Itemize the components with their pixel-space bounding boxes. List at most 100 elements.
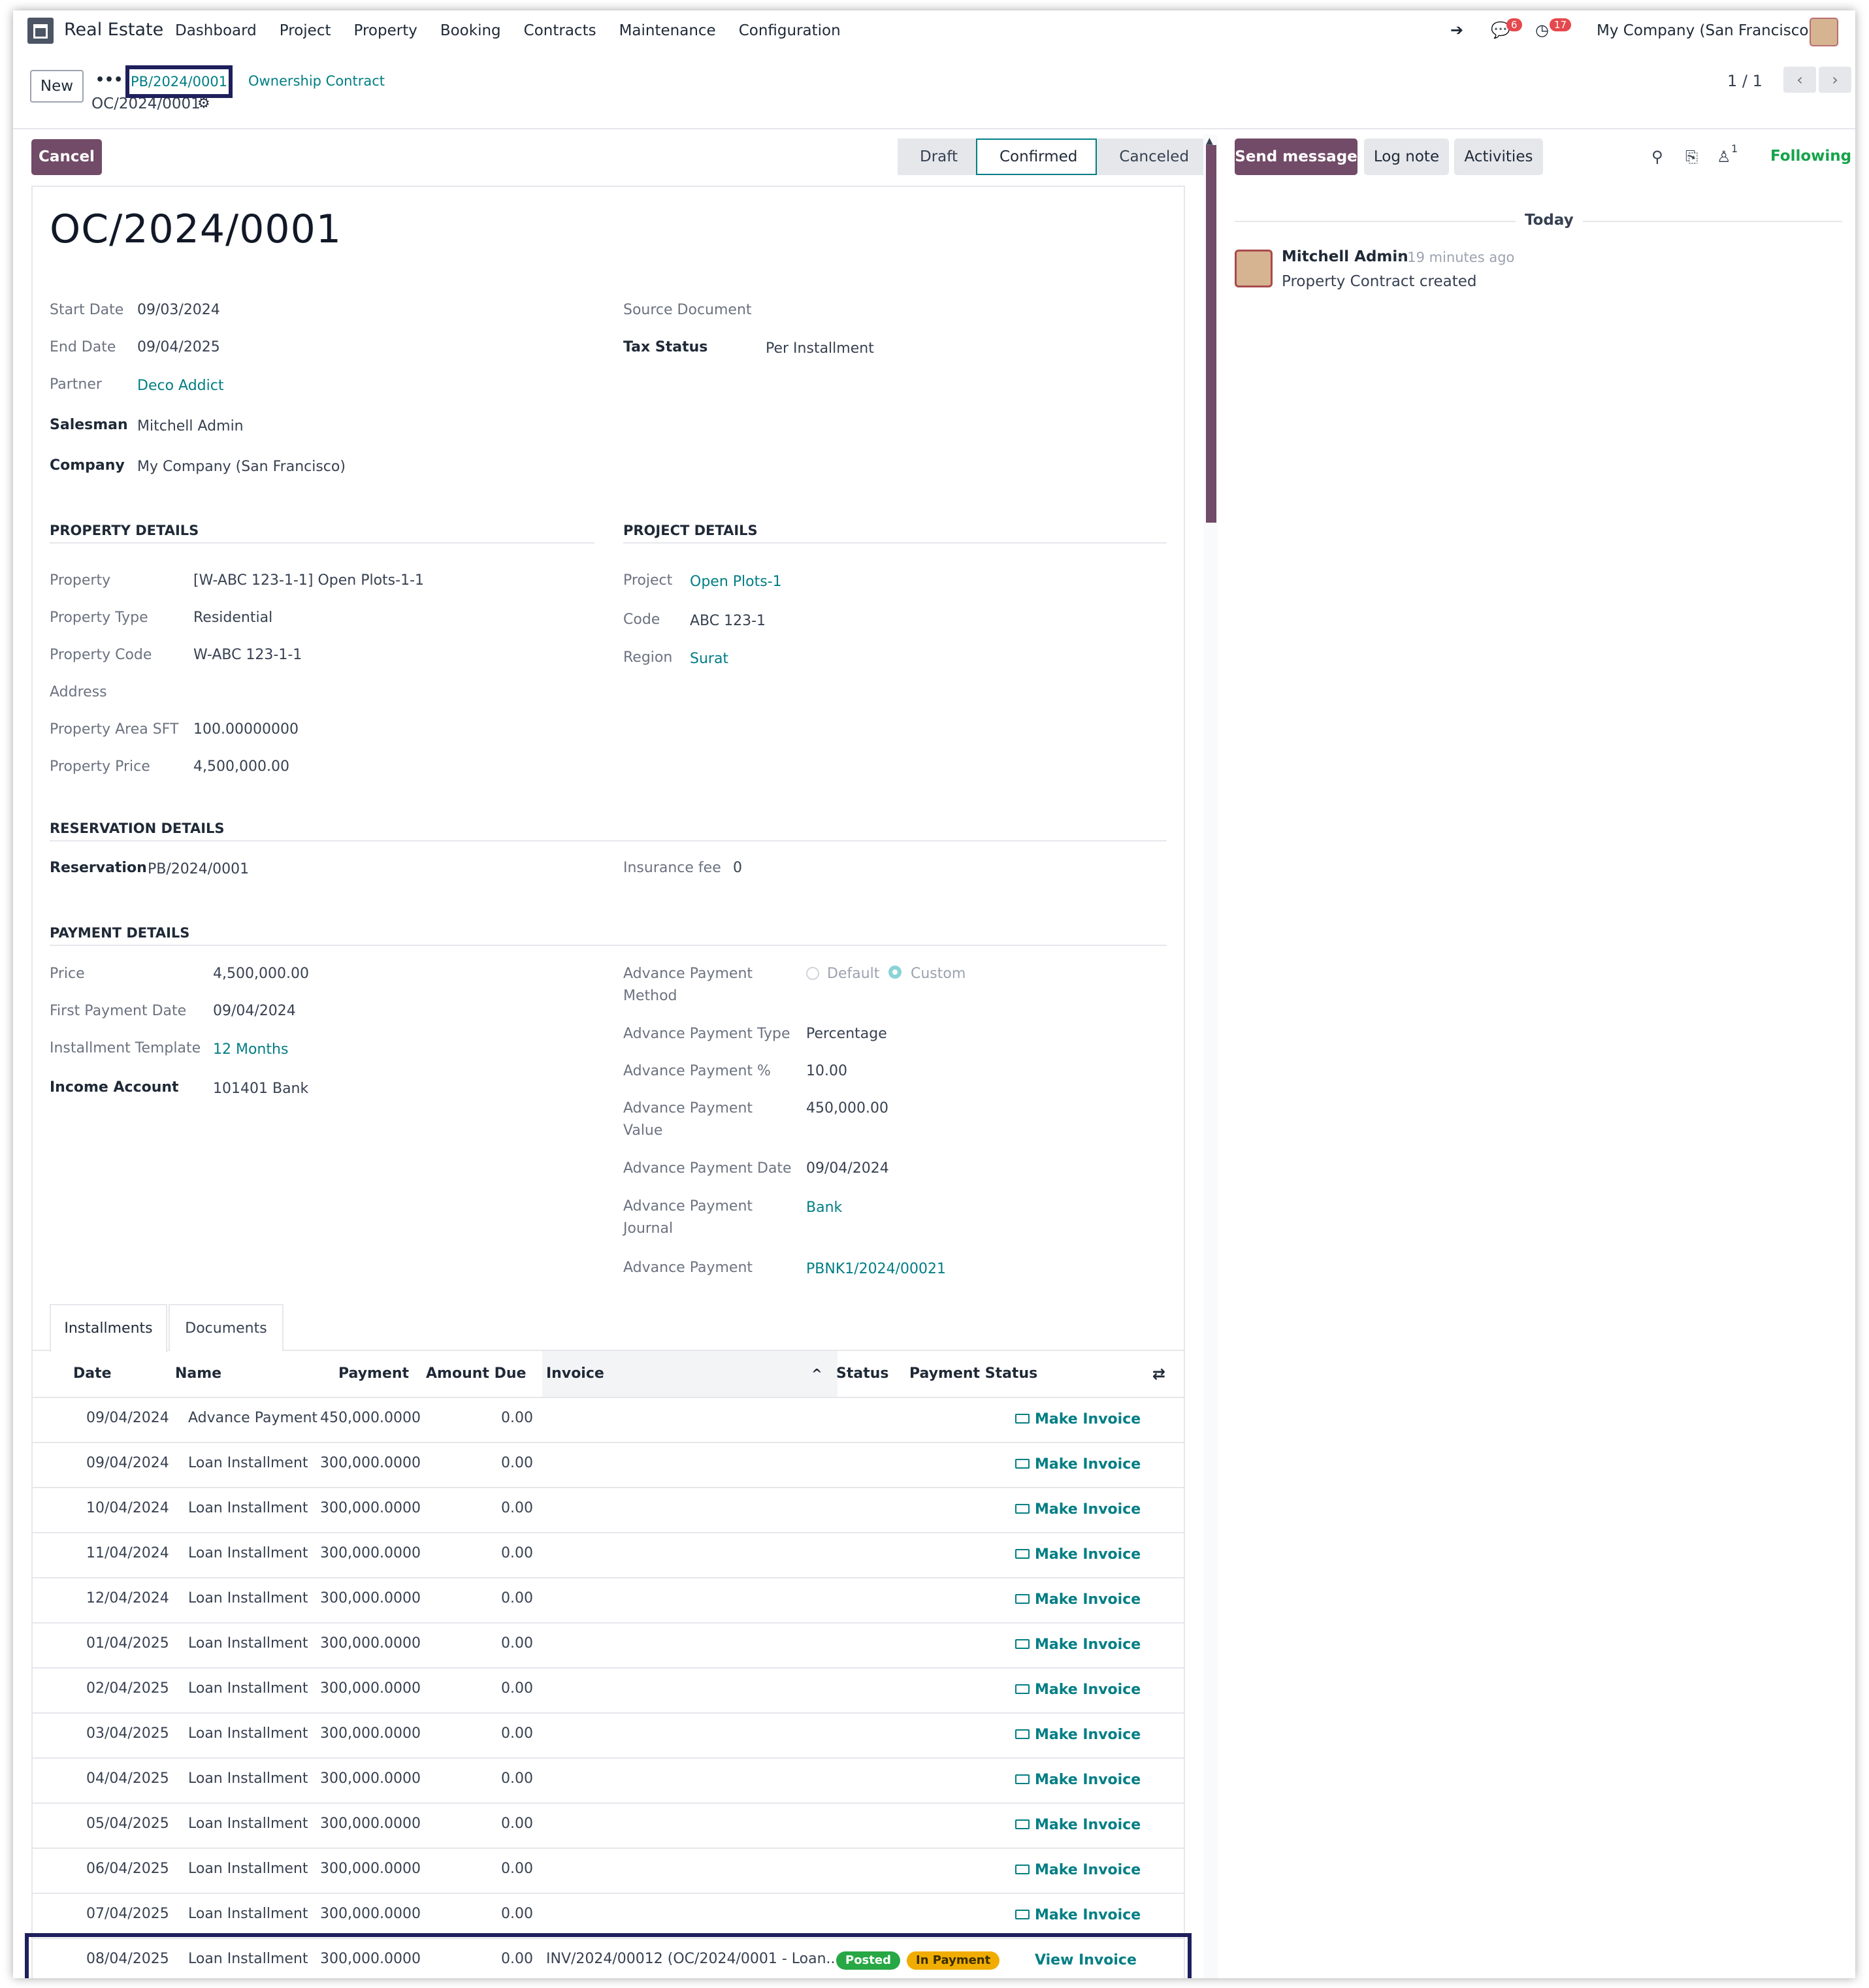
pager-value[interactable]: 1 / 1 (1727, 72, 1763, 90)
table-row[interactable]: 12/04/2024 Loan Installment 300,000.0000 0.… (33, 1577, 1184, 1623)
table-row[interactable]: 05/04/2025 Loan Installment 300,000.0000 0.… (33, 1802, 1184, 1849)
table-row[interactable]: 02/04/2025 Loan Installment 300,000.0000 0.… (33, 1667, 1184, 1714)
make-invoice-button[interactable]: Make Invoice (1015, 1849, 1141, 1892)
activities-button[interactable]: Activities (1454, 139, 1543, 175)
menu-dashboard[interactable]: Dashboard (175, 22, 257, 39)
col-name[interactable]: Name (175, 1365, 222, 1382)
breadcrumb-section-link[interactable]: Ownership Contract (248, 73, 385, 89)
income-account-value[interactable]: 101401 Bank (213, 1081, 309, 1097)
installment-template-link[interactable]: 12 Months (213, 1041, 289, 1058)
activity-clock-icon[interactable]: ◷ (1535, 21, 1549, 39)
tab-documents[interactable]: Documents (169, 1304, 284, 1351)
followers-icon[interactable]: ♙ (1717, 148, 1731, 166)
table-row[interactable]: 01/04/2025 Loan Installment 300,000.0000 0.… (33, 1622, 1184, 1669)
make-invoice-button[interactable]: Make Invoice (1015, 1398, 1141, 1441)
make-invoice-button[interactable]: Make Invoice (1015, 1578, 1141, 1621)
menu-project[interactable]: Project (279, 22, 331, 39)
stage-confirmed[interactable]: Confirmed (975, 139, 1097, 175)
salesman-value[interactable]: Mitchell Admin (137, 418, 244, 434)
property-price-value[interactable]: 4,500,000.00 (193, 758, 289, 775)
optional-columns-icon[interactable]: ⇄ (1152, 1365, 1166, 1383)
search-icon[interactable]: ⚲ (1651, 148, 1663, 166)
company-switcher[interactable]: My Company (San Francisco) (1597, 22, 1815, 39)
row-invoice[interactable]: INV/2024/00012 (OC/2024/0001 - Loan... (546, 1951, 840, 1967)
col-amount-due[interactable]: Amount Due (426, 1365, 527, 1382)
view-invoice-button[interactable]: View Invoice (1035, 1952, 1137, 1968)
message-author[interactable]: Mitchell Admin (1282, 248, 1408, 265)
project-code-value[interactable]: ABC 123-1 (690, 613, 766, 629)
reservation-value[interactable]: PB/2024/0001 (148, 861, 250, 877)
make-invoice-button[interactable]: Make Invoice (1015, 1623, 1141, 1667)
menu-configuration[interactable]: Configuration (738, 22, 841, 39)
first-payment-date-value[interactable]: 09/04/2024 (213, 1003, 296, 1019)
table-row[interactable]: 11/04/2024 Loan Installment 300,000.0000 0.… (33, 1532, 1184, 1578)
radio-default-label[interactable]: Default (827, 966, 880, 982)
property-value[interactable]: [W-ABC 123-1-1] Open Plots-1-1 (193, 572, 424, 589)
pager-next-icon[interactable]: › (1819, 67, 1851, 93)
property-type-value[interactable]: Residential (193, 610, 273, 626)
make-invoice-button[interactable]: Make Invoice (1015, 1759, 1141, 1802)
gear-icon[interactable]: ⚙ (197, 95, 210, 112)
col-invoice[interactable]: Invoice (546, 1365, 604, 1382)
col-payment-status[interactable]: Payment Status (909, 1365, 1038, 1382)
radio-custom[interactable] (888, 966, 902, 979)
property-area-value[interactable]: 100.00000000 (193, 721, 299, 738)
more-actions-icon[interactable]: ••• (95, 72, 123, 88)
make-invoice-button[interactable]: Make Invoice (1015, 1443, 1141, 1486)
tax-status-value[interactable]: Per Installment (766, 340, 874, 357)
partner-link[interactable]: Deco Addict (137, 378, 224, 394)
pager-prev-icon[interactable]: ‹ (1783, 67, 1816, 93)
region-link[interactable]: Surat (690, 651, 729, 667)
cancel-button[interactable]: Cancel (31, 139, 102, 175)
table-row[interactable]: 07/04/2025 Loan Installment 300,000.0000 0.… (33, 1893, 1184, 1939)
make-invoice-button[interactable]: Make Invoice (1015, 1714, 1141, 1757)
breadcrumb-parent-link[interactable]: PB/2024/0001 (125, 65, 233, 98)
menu-booking[interactable]: Booking (440, 22, 501, 39)
paperclip-icon[interactable]: ⎘ (1685, 148, 1698, 166)
table-row[interactable]: 06/04/2025 Loan Installment 300,000.0000 0.… (33, 1848, 1184, 1894)
new-button[interactable]: New (30, 70, 84, 103)
sort-chevron-icon[interactable]: ^ (811, 1366, 822, 1382)
radio-custom-label[interactable]: Custom (911, 966, 966, 982)
send-message-button[interactable]: Send message (1235, 139, 1357, 175)
log-note-button[interactable]: Log note (1364, 139, 1449, 175)
make-invoice-button[interactable]: Make Invoice (1015, 1533, 1141, 1576)
stage-draft[interactable]: Draft (898, 139, 976, 175)
adv-value-value[interactable]: 450,000.00 (806, 1100, 888, 1116)
adv-payment-link[interactable]: PBNK1/2024/00021 (806, 1261, 947, 1277)
table-row[interactable]: 10/04/2024 Loan Installment 300,000.0000 0.… (33, 1487, 1184, 1533)
make-invoice-button[interactable]: Make Invoice (1015, 1804, 1141, 1847)
login-icon[interactable]: ➔ (1450, 21, 1464, 39)
following-button[interactable]: Following (1770, 148, 1852, 165)
make-invoice-button[interactable]: Make Invoice (1015, 1488, 1141, 1531)
insurance-fee-value[interactable]: 0 (733, 860, 742, 876)
home-menu-icon[interactable] (27, 18, 54, 44)
scrollbar[interactable] (1203, 135, 1218, 1978)
col-date[interactable]: Date (73, 1365, 112, 1382)
table-row[interactable]: 09/04/2024 Loan Installment 300,000.0000 0.… (33, 1442, 1184, 1488)
table-row[interactable]: 03/04/2025 Loan Installment 300,000.0000 0.… (33, 1712, 1184, 1759)
make-invoice-button[interactable]: Make Invoice (1015, 1894, 1141, 1937)
table-row[interactable]: 04/04/2025 Loan Installment 300,000.0000 0.… (33, 1757, 1184, 1804)
radio-default[interactable] (806, 967, 819, 980)
start-date-value[interactable]: 09/03/2024 (137, 302, 220, 318)
table-row[interactable]: 08/04/2025 Loan Installment 300,000.0000… (33, 1938, 1184, 1978)
scroll-up-icon[interactable]: ▲ (1206, 136, 1213, 146)
company-value[interactable]: My Company (San Francisco) (137, 459, 346, 475)
scrollbar-thumb[interactable] (1206, 145, 1216, 523)
adv-date-value[interactable]: 09/04/2024 (806, 1160, 889, 1177)
property-code-value[interactable]: W-ABC 123-1-1 (193, 647, 302, 663)
user-avatar[interactable] (1810, 18, 1838, 46)
stage-canceled[interactable]: Canceled (1097, 139, 1208, 175)
adv-journal-link[interactable]: Bank (806, 1199, 843, 1216)
make-invoice-button[interactable]: Make Invoice (1015, 1669, 1141, 1712)
table-row[interactable]: 09/04/2024 Advance Payment 450,000.0000 0.0… (33, 1397, 1184, 1443)
tab-installments[interactable]: Installments (50, 1304, 167, 1352)
col-payment[interactable]: Payment (338, 1365, 410, 1382)
col-status[interactable]: Status (836, 1365, 889, 1382)
price-value[interactable]: 4,500,000.00 (213, 966, 309, 982)
app-name[interactable]: Real Estate (64, 20, 164, 40)
author-avatar[interactable] (1235, 250, 1273, 287)
adv-pct-value[interactable]: 10.00 (806, 1063, 847, 1079)
menu-maintenance[interactable]: Maintenance (619, 22, 716, 39)
